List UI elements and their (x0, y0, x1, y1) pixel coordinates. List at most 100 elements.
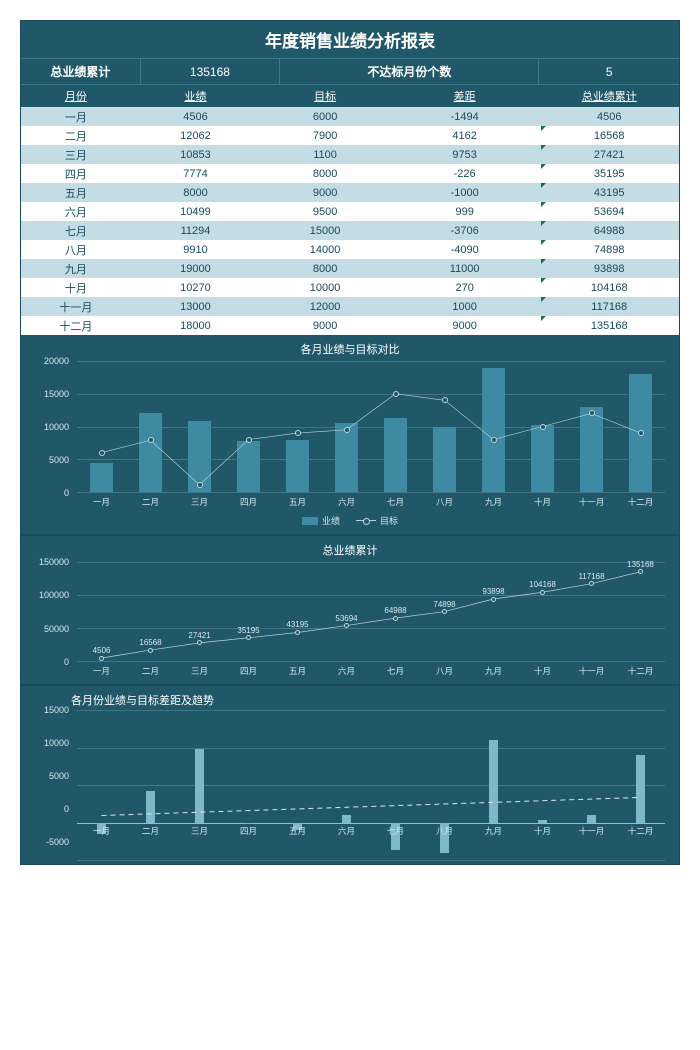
th-month: 月份 (21, 85, 131, 107)
flag-marker-icon (541, 240, 546, 245)
chart2-marker (491, 597, 496, 602)
table-cell: 10853 (131, 145, 261, 164)
table-cell: 十一月 (21, 297, 131, 316)
report-sheet: 年度销售业绩分析报表 总业绩累计 135168 不达标月份个数 5 月份 业绩 … (20, 20, 680, 865)
table-row: 十二月1800090009000135168 (21, 316, 679, 335)
flag-marker-icon (541, 316, 546, 321)
table-cell: 9753 (390, 145, 540, 164)
table-cell: 27421 (539, 145, 679, 164)
flag-marker-icon (541, 259, 546, 264)
table-cell: -3706 (390, 221, 540, 240)
table-cell: 九月 (21, 259, 131, 278)
chart2-marker (295, 630, 300, 635)
chart2-data-label: 74898 (433, 600, 455, 609)
chart1-marker (295, 430, 301, 436)
table-cell: 14000 (260, 240, 390, 259)
table-cell: 135168 (539, 316, 679, 335)
table-cell: 十二月 (21, 316, 131, 335)
summary-total-label: 总业绩累计 (21, 59, 141, 84)
table-cell: 9000 (390, 316, 540, 335)
chart2-data-label: 16568 (139, 638, 161, 647)
chart2-block: 总业绩累计 050000100000150000 450616568274213… (21, 534, 679, 684)
chart1-marker (148, 437, 154, 443)
table-row: 五月80009000-100043195 (21, 183, 679, 202)
flag-marker-icon (541, 202, 546, 207)
chart2-data-label: 117168 (578, 572, 604, 581)
table-cell: 1100 (260, 145, 390, 164)
th-cum: 总业绩累计 (539, 85, 679, 107)
table-cell: 11294 (131, 221, 261, 240)
chart2-data-label: 43195 (286, 620, 308, 629)
flag-marker-icon (541, 126, 546, 131)
table-cell: 270 (390, 278, 540, 297)
chart2-marker (393, 616, 398, 621)
flag-marker-icon (541, 278, 546, 283)
chart2-data-label: 64988 (384, 606, 406, 615)
flag-marker-icon (541, 183, 546, 188)
table-header-row: 月份 业绩 目标 差距 总业绩累计 (21, 85, 679, 107)
chart1-marker (197, 482, 203, 488)
table-cell: 6000 (260, 107, 390, 126)
table-cell: 8000 (260, 164, 390, 183)
table-cell: 9000 (260, 316, 390, 335)
table-row: 二月120627900416216568 (21, 126, 679, 145)
chart1-block: 各月业绩与目标对比 05000100001500020000 一月二月三月四月五… (21, 335, 679, 534)
table-cell: 4506 (539, 107, 679, 126)
chart1-marker (393, 391, 399, 397)
data-table: 月份 业绩 目标 差距 总业绩累计 一月45066000-14944506二月1… (21, 85, 679, 335)
table-cell: 1000 (390, 297, 540, 316)
chart2-data-label: 135168 (627, 560, 654, 569)
chart2-marker (99, 656, 104, 661)
table-cell: 二月 (21, 126, 131, 145)
th-diff: 差距 (390, 85, 540, 107)
chart2-data-label: 27421 (188, 631, 210, 640)
legend-bar-label: 业绩 (322, 514, 340, 527)
chart1-marker (491, 437, 497, 443)
chart2-data-label: 35195 (237, 626, 259, 635)
table-cell: 六月 (21, 202, 131, 221)
table-cell: 9000 (260, 183, 390, 202)
chart2-data-label: 53694 (335, 614, 357, 623)
table-cell: 4162 (390, 126, 540, 145)
table-row: 九月1900080001100093898 (21, 259, 679, 278)
table-cell: -4090 (390, 240, 540, 259)
table-cell: 四月 (21, 164, 131, 183)
summary-fail-label: 不达标月份个数 (280, 59, 539, 84)
table-cell: 4506 (131, 107, 261, 126)
legend-line-label: 目标 (380, 514, 398, 527)
table-cell: 18000 (131, 316, 261, 335)
table-cell: 7900 (260, 126, 390, 145)
table-cell: 53694 (539, 202, 679, 221)
table-cell: 13000 (131, 297, 261, 316)
table-row: 四月77748000-22635195 (21, 164, 679, 183)
table-cell: 93898 (539, 259, 679, 278)
table-cell: 七月 (21, 221, 131, 240)
summary-fail-value: 5 (539, 59, 679, 84)
chart2-data-label: 4506 (93, 646, 111, 655)
table-cell: -1000 (390, 183, 540, 202)
table-cell: 12062 (131, 126, 261, 145)
legend-line: 目标 (356, 514, 398, 527)
flag-marker-icon (541, 297, 546, 302)
chart1-marker (344, 427, 350, 433)
chart3-title: 各月份业绩与目标差距及趋势 (71, 692, 669, 708)
table-cell: 十月 (21, 278, 131, 297)
chart2-marker (540, 590, 545, 595)
chart1-marker (589, 410, 595, 416)
flag-marker-icon (541, 164, 546, 169)
table-row: 八月991014000-409074898 (21, 240, 679, 259)
table-row: 十月1027010000270104168 (21, 278, 679, 297)
table-cell: -226 (390, 164, 540, 183)
table-cell: -1494 (390, 107, 540, 126)
table-cell: 19000 (131, 259, 261, 278)
table-cell: 11000 (390, 259, 540, 278)
table-cell: 35195 (539, 164, 679, 183)
summary-total-value: 135168 (141, 59, 281, 84)
table-cell: 12000 (260, 297, 390, 316)
summary-row: 总业绩累计 135168 不达标月份个数 5 (21, 59, 679, 85)
table-cell: 15000 (260, 221, 390, 240)
table-cell: 64988 (539, 221, 679, 240)
table-cell: 三月 (21, 145, 131, 164)
table-row: 三月108531100975327421 (21, 145, 679, 164)
table-cell: 104168 (539, 278, 679, 297)
